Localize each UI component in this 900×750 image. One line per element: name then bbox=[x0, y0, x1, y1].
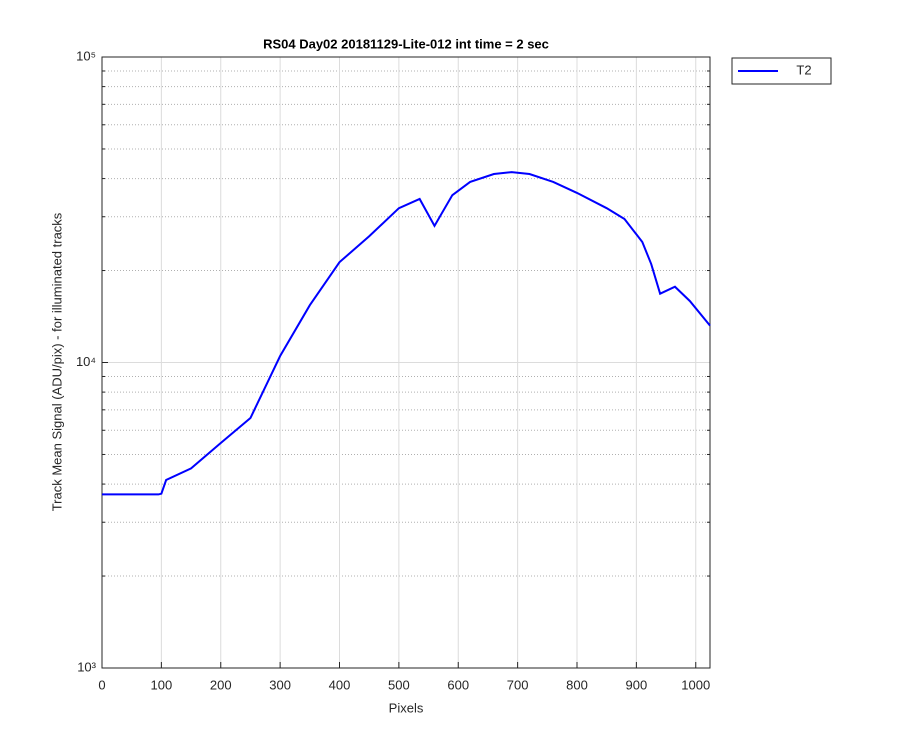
chart-title: RS04 Day02 20181129-Lite-012 int time = … bbox=[263, 36, 549, 51]
x-tick-label: 0 bbox=[98, 677, 105, 692]
data-line bbox=[102, 171, 711, 496]
x-axis-label: Pixels bbox=[389, 700, 424, 715]
x-tick-label: 900 bbox=[626, 677, 648, 692]
x-tick-label: 200 bbox=[210, 677, 232, 692]
y-tick-label: 10³ bbox=[77, 659, 96, 674]
y-tick-label: 10⁵ bbox=[76, 48, 96, 63]
plot-frame bbox=[101, 56, 711, 669]
y-tick-label: 10⁴ bbox=[76, 354, 96, 369]
legend-label: T2 bbox=[796, 62, 811, 77]
x-tick-label: 300 bbox=[269, 677, 291, 692]
x-tick-label: 1000 bbox=[681, 677, 710, 692]
x-tick-label: 500 bbox=[388, 677, 410, 692]
x-tick-label: 700 bbox=[507, 677, 529, 692]
y-axis-label: Track Mean Signal (ADU/pix) - for illumi… bbox=[49, 212, 64, 511]
x-tick-label: 600 bbox=[447, 677, 469, 692]
x-tick-label: 400 bbox=[329, 677, 351, 692]
x-tick-label: 800 bbox=[566, 677, 588, 692]
x-tick-label: 100 bbox=[151, 677, 173, 692]
